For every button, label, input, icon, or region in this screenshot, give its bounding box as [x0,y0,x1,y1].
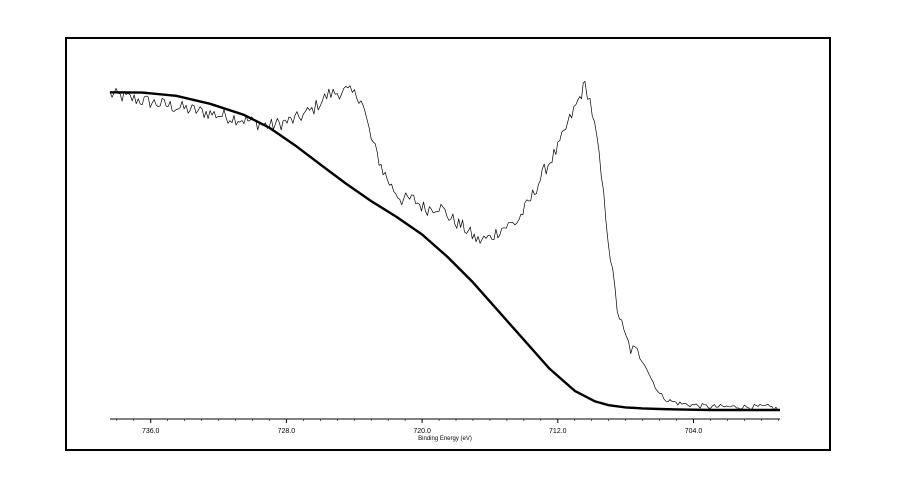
x-axis: 736.0 728.0 720.0 712.0 704.0 [110,418,780,435]
series-layer [109,80,781,412]
x-tick-label: 720.0 [413,428,431,435]
xps-spectrum-chart: 736.0 728.0 720.0 712.0 704.0 Binding Energy… [109,80,781,442]
x-axis-title: Binding Energy (eV) [418,436,472,442]
x-tick-label: 704.0 [685,428,703,435]
x-tick-label: 728.0 [278,428,296,435]
spectrum-line [109,80,781,411]
background-fit-line [109,91,780,412]
x-tick-label: 712.0 [549,428,567,435]
x-tick-label: 736.0 [142,428,160,435]
chart-frame: 736.0 728.0 720.0 712.0 704.0 Binding Energy… [65,37,831,451]
